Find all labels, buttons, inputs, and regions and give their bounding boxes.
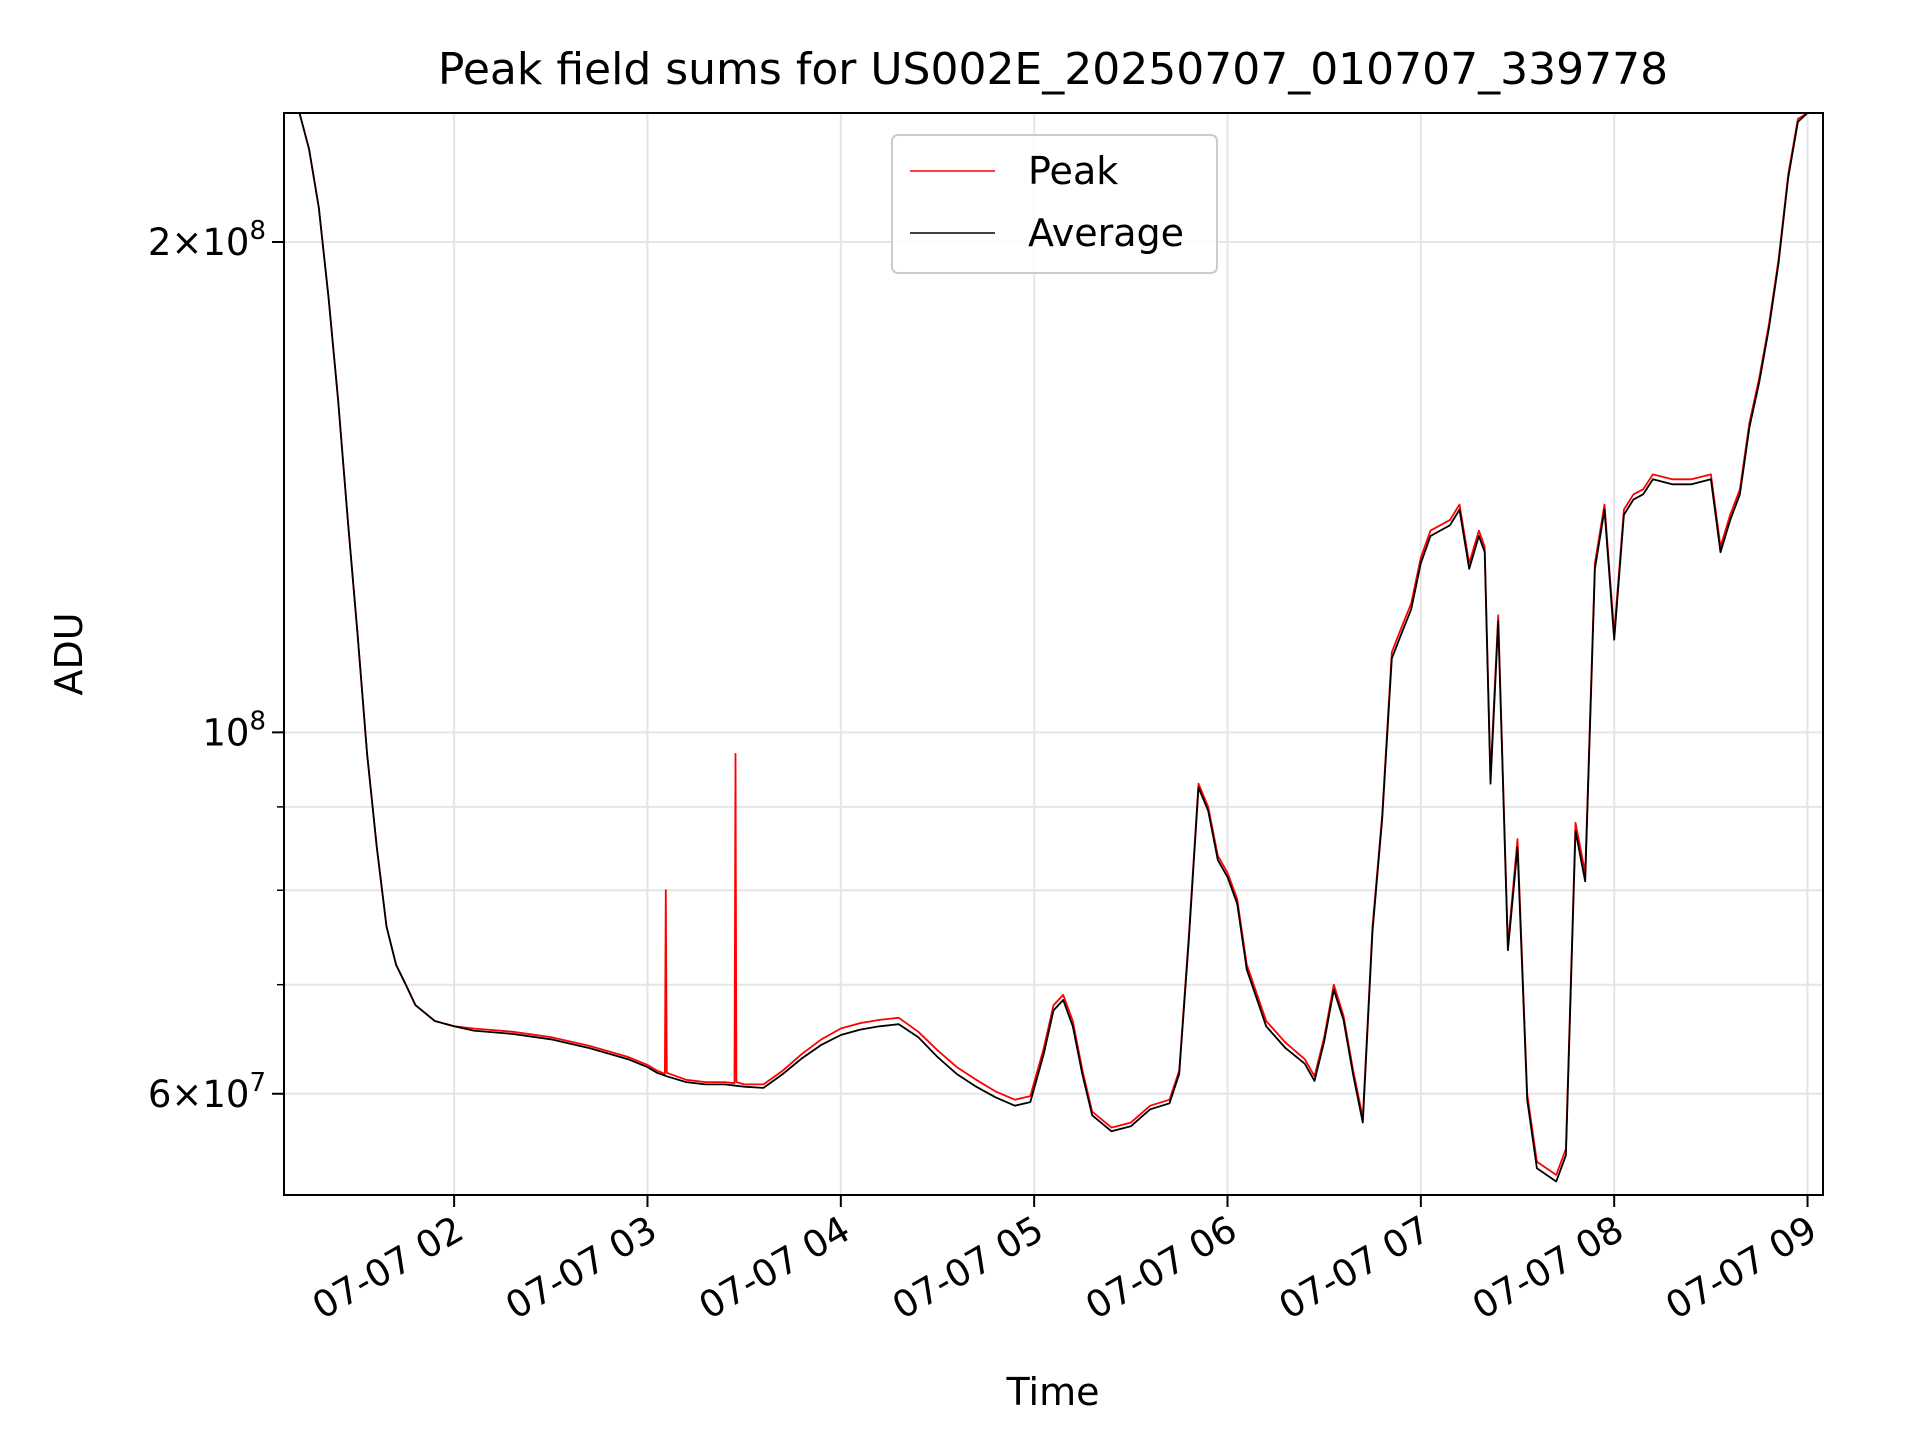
legend-box — [891, 134, 1218, 274]
x-axis-label: Time — [1006, 1370, 1100, 1414]
legend: Peak Average — [891, 134, 1218, 274]
y-tick-label: 2×108 — [148, 216, 266, 264]
legend-label-peak: Peak — [1028, 149, 1118, 193]
axes-frame — [283, 112, 1824, 1196]
y-tick-label: 6×107 — [148, 1068, 266, 1116]
chart-title: Peak field sums for US002E_20250707_0107… — [438, 44, 1668, 95]
legend-label-average: Average — [1028, 211, 1184, 255]
y-tick-label: 108 — [202, 706, 266, 754]
plot-lines — [284, 113, 1823, 1183]
y-axis-label: ADU — [47, 612, 91, 695]
y-axis-ticks: 2×108 108 6×107 — [148, 216, 284, 1116]
series-line-average — [284, 113, 1823, 1183]
grid — [284, 113, 1823, 1195]
